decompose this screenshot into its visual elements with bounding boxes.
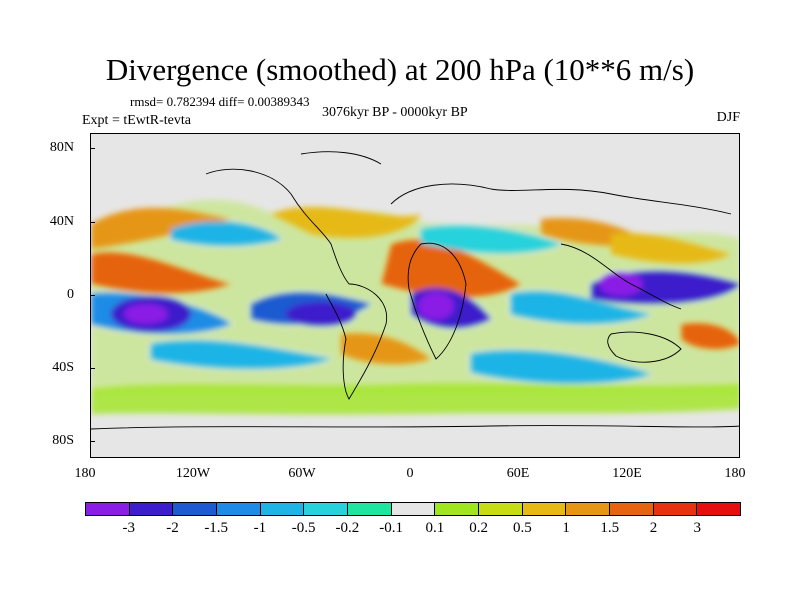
y-tick-mark <box>90 148 95 149</box>
x-tick-label: 60E <box>506 466 530 481</box>
colorbar-label: 0.5 <box>512 520 532 536</box>
y-tick-label: 0 <box>67 287 74 302</box>
colorbar-label: 2 <box>649 520 658 536</box>
colorbar-label: -0.1 <box>379 520 403 536</box>
map-plot-area <box>90 133 740 458</box>
colorbar-swatch <box>348 503 392 515</box>
x-tick-label: 0 <box>406 466 414 481</box>
colorbar <box>85 502 741 516</box>
period-label: 3076kyr BP - 0000kyr BP <box>322 105 468 120</box>
colorbar-swatch <box>610 503 654 515</box>
colorbar-swatch <box>129 503 174 515</box>
stats-label: rmsd= 0.782394 diff= 0.00389343 <box>130 94 310 109</box>
colorbar-swatch <box>479 503 523 515</box>
colorbar-label: 1 <box>562 520 570 536</box>
x-tick-label: 60W <box>288 466 316 481</box>
y-tick-mark <box>90 222 95 223</box>
colorbar-swatch <box>173 503 218 515</box>
colorbar-swatch <box>697 503 741 515</box>
y-tick-label: 80N <box>49 140 74 155</box>
y-tick-label: 40S <box>52 360 74 375</box>
y-tick-mark <box>90 368 95 369</box>
colorbar-swatch <box>391 503 436 515</box>
colorbar-label: -3 <box>122 520 135 536</box>
y-tick-label: 40N <box>49 214 74 229</box>
colorbar-label: -1.5 <box>204 520 229 536</box>
y-tick-label: 80S <box>52 433 74 448</box>
x-tick-label: 120W <box>175 466 211 481</box>
colorbar-swatch <box>653 503 698 515</box>
y-tick-mark <box>90 295 95 296</box>
season-label: DJF <box>716 110 740 125</box>
colorbar-swatch <box>86 503 130 515</box>
colorbar-label: -2 <box>166 520 179 536</box>
experiment-label: Expt = tEwtR-tevta <box>82 113 191 128</box>
x-tick-label: 120E <box>612 466 642 481</box>
colorbar-label: 0.2 <box>469 520 488 536</box>
y-tick-mark <box>90 441 95 442</box>
colorbar-swatch <box>566 503 611 515</box>
colorbar-label: 3 <box>693 520 702 536</box>
colorbar-swatch <box>260 503 305 515</box>
colorbar-label: 0.1 <box>425 520 445 536</box>
divergence-field <box>91 151 739 430</box>
colorbar-swatch <box>217 503 261 515</box>
colorbar-label: -0.2 <box>335 520 360 536</box>
colorbar-swatch <box>522 503 567 515</box>
colorbar-label: -0.5 <box>291 520 316 536</box>
map-title: Divergence (smoothed) at 200 hPa (10**6 … <box>105 52 695 87</box>
colorbar-label: -1 <box>253 520 267 536</box>
colorbar-swatch <box>304 503 349 515</box>
colorbar-swatch <box>435 503 480 515</box>
x-tick-label: 180 <box>74 466 96 481</box>
x-tick-label: 180 <box>724 466 746 481</box>
colorbar-label: 1.5 <box>600 520 620 536</box>
